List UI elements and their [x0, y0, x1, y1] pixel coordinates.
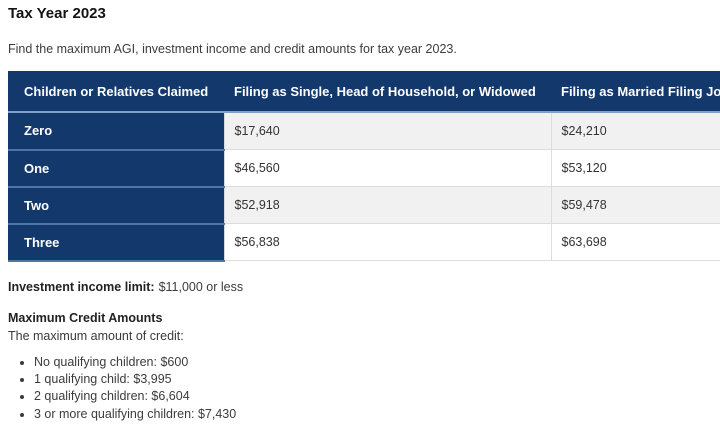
cell-zero-married: $24,210	[551, 112, 720, 150]
column-header-married-filing-jointly: Filing as Married Filing Jointly	[551, 71, 720, 113]
row-label-one: One	[8, 149, 224, 188]
column-header-single-hoh-widowed: Filing as Single, Head of Household, or …	[224, 71, 551, 113]
eitc-limits-table: Children or Relatives Claimed Filing as …	[8, 71, 720, 262]
table-row: One $46,560 $53,120	[8, 149, 720, 188]
maximum-credit-intro: The maximum amount of credit:	[8, 328, 184, 343]
cell-two-married: $59,478	[551, 186, 720, 224]
investment-income-limit-label: Investment income limit:	[8, 279, 155, 294]
cell-two-single: $52,918	[223, 186, 552, 224]
list-item-three-or-more-children: 3 or more qualifying children: $7,430	[34, 406, 712, 423]
table-row: Two $52,918 $59,478	[8, 186, 720, 225]
row-label-two: Two	[8, 186, 224, 225]
investment-income-limit-value: $11,000 or less	[158, 279, 244, 294]
list-item-no-children: No qualifying children: $600	[34, 354, 712, 371]
maximum-credit-heading: Maximum Credit Amounts	[8, 310, 163, 325]
column-header-children-claimed: Children or Relatives Claimed	[8, 71, 224, 113]
table-row: Three $56,838 $63,698	[8, 223, 720, 262]
investment-income-limit-line: Investment income limit: $11,000 or less	[8, 280, 712, 295]
cell-one-married: $53,120	[551, 149, 720, 187]
row-label-zero: Zero	[8, 112, 224, 151]
page-title: Tax Year 2023	[8, 5, 106, 22]
intro-text: Find the maximum AGI, investment income …	[8, 42, 457, 56]
table-header-row: Children or Relatives Claimed Filing as …	[8, 71, 720, 113]
list-item-one-child: 1 qualifying child: $3,995	[34, 371, 712, 388]
tax-year-section: Tax Year 2023 Find the maximum AGI, inve…	[0, 0, 720, 423]
cell-three-married: $63,698	[551, 223, 720, 261]
maximum-credit-list: No qualifying children: $600 1 qualifyin…	[8, 354, 712, 424]
cell-one-single: $46,560	[223, 149, 552, 187]
cell-zero-single: $17,640	[223, 112, 552, 150]
cell-three-single: $56,838	[223, 223, 552, 261]
row-label-three: Three	[8, 223, 224, 262]
table-row: Zero $17,640 $24,210	[8, 112, 720, 151]
list-item-two-children: 2 qualifying children: $6,604	[34, 388, 712, 405]
